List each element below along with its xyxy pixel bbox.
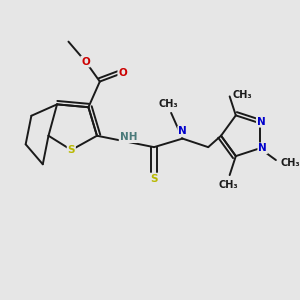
Text: CH₃: CH₃ bbox=[218, 180, 238, 190]
Text: N: N bbox=[178, 127, 187, 136]
Text: O: O bbox=[81, 57, 90, 67]
Text: CH₃: CH₃ bbox=[232, 90, 252, 100]
Text: O: O bbox=[118, 68, 127, 78]
Text: N: N bbox=[258, 143, 267, 153]
Text: S: S bbox=[150, 173, 158, 184]
Text: CH₃: CH₃ bbox=[158, 99, 178, 109]
Text: S: S bbox=[68, 145, 75, 155]
Text: CH₃: CH₃ bbox=[280, 158, 300, 168]
Text: N: N bbox=[257, 117, 266, 127]
Text: NH: NH bbox=[120, 132, 137, 142]
